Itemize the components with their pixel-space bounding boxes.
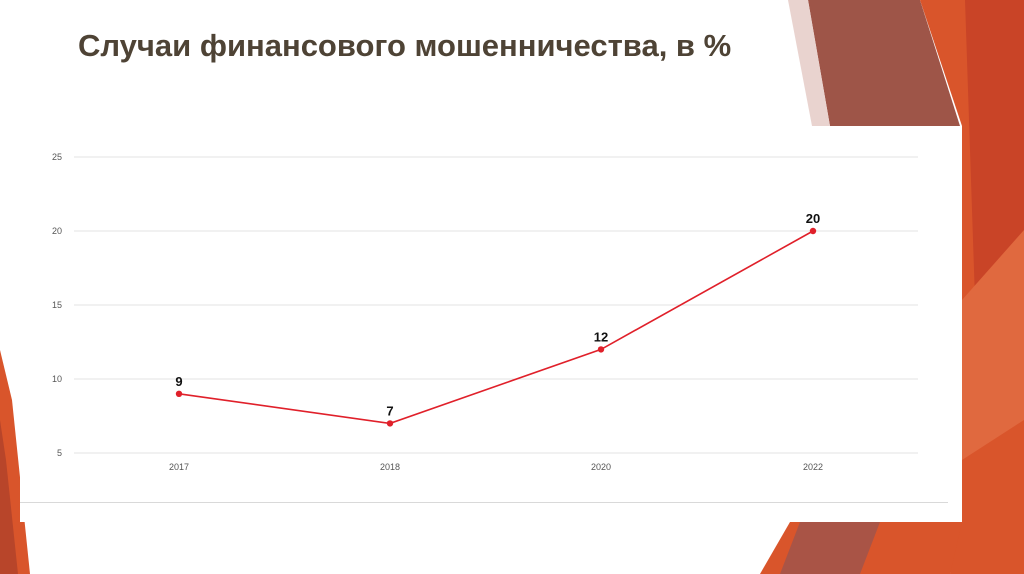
y-axis-ticks: 5 10 15 20 25 [52, 152, 62, 458]
y-tick-label-15: 15 [52, 300, 62, 310]
y-tick-label-10: 10 [52, 374, 62, 384]
data-point-2017 [175, 390, 183, 397]
decor-light-orange-facet [962, 230, 1024, 460]
gridlines [74, 156, 918, 454]
line-chart: 5 10 15 20 25 2017 2018 2020 2022 9 7 12 20 [52, 152, 918, 472]
y-tick-label-25: 25 [52, 152, 62, 162]
data-label-2022: 20 [806, 211, 820, 226]
decor-red-facet [965, 0, 1024, 300]
data-points [175, 227, 817, 427]
series-lines [178, 230, 814, 425]
x-tick-label-2017: 2017 [169, 462, 189, 472]
data-label-2017: 9 [175, 374, 182, 389]
data-labels: 9 7 12 20 [175, 211, 820, 418]
data-label-2020: 12 [594, 329, 608, 344]
x-axis-ticks: 2017 2018 2020 2022 [169, 462, 823, 472]
chart-panel: 5 10 15 20 25 2017 2018 2020 2022 9 7 12 20 [20, 126, 962, 522]
x-tick-label-2020: 2020 [591, 462, 611, 472]
x-tick-label-2022: 2022 [803, 462, 823, 472]
series-line-0 [178, 230, 814, 425]
data-point-2020 [597, 346, 605, 353]
decor-pale-wedge [788, 0, 830, 126]
decor-brown-panel [808, 0, 960, 126]
decor-left-dark [0, 420, 18, 574]
x-tick-label-2018: 2018 [380, 462, 400, 472]
y-tick-label-5: 5 [57, 448, 62, 458]
data-point-2018 [386, 420, 394, 427]
data-point-2022 [809, 227, 817, 235]
slide-title: Случаи финансового мошенничества, в % [78, 28, 732, 63]
chart-area: 5 10 15 20 25 2017 2018 2020 2022 9 7 12 20 [20, 126, 948, 503]
y-tick-label-20: 20 [52, 226, 62, 236]
data-label-2018: 7 [386, 403, 393, 418]
decor-bottom-brown [780, 522, 880, 574]
